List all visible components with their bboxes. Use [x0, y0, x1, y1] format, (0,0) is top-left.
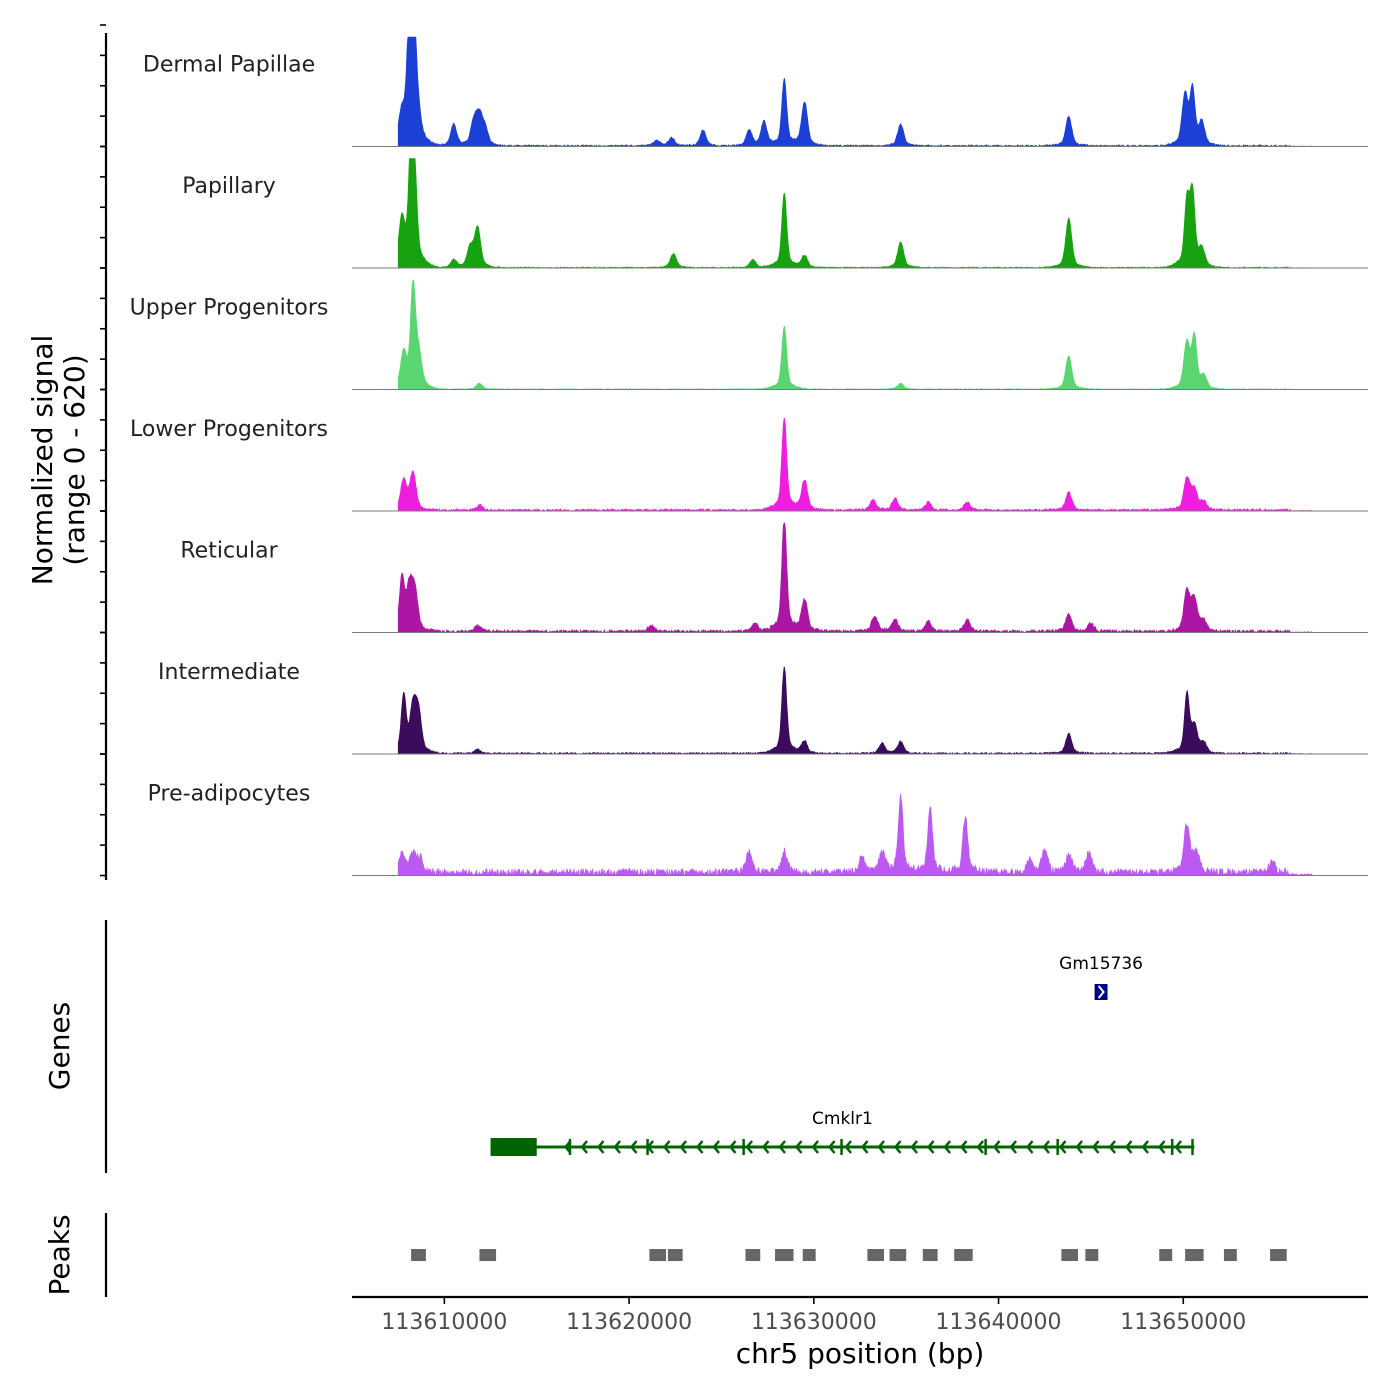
strand-arrow-icon — [1058, 1140, 1067, 1154]
gene-utr-block — [490, 1138, 537, 1156]
strand-arrow-icon — [629, 1140, 638, 1154]
strand-arrow-icon — [1075, 1140, 1084, 1154]
strand-arrow-icon — [695, 1140, 704, 1154]
peak-region — [1270, 1249, 1287, 1261]
strand-arrow-icon — [1124, 1140, 1133, 1154]
strand-arrow-icon — [976, 1140, 985, 1154]
strand-arrow-icon — [728, 1140, 737, 1154]
signal-area-lower-progenitors — [397, 417, 1314, 512]
strand-arrow-icon — [662, 1140, 671, 1154]
peak-region — [867, 1249, 885, 1261]
strand-arrow-icon — [893, 1140, 902, 1154]
strand-arrow-icon — [613, 1140, 622, 1154]
strand-arrow-icon — [1108, 1140, 1117, 1154]
strand-arrow-icon — [1009, 1140, 1018, 1154]
track-label: Upper Progenitors — [130, 296, 329, 321]
strand-arrow-icon — [844, 1140, 853, 1154]
peaks-panel — [104, 1213, 1287, 1297]
signal-area-upper-progenitors — [397, 279, 1313, 390]
strand-arrow-icon — [1174, 1140, 1183, 1154]
track-label: Intermediate — [158, 660, 300, 685]
strand-arrow-icon — [646, 1140, 655, 1154]
track-label: Papillary — [182, 174, 276, 199]
peak-region — [479, 1249, 497, 1261]
gene-block — [1094, 984, 1108, 1000]
track-label: Pre-adipocytes — [148, 782, 311, 807]
strand-arrow-icon — [794, 1140, 803, 1154]
y-axis-range: (range 0 - 620) — [58, 354, 91, 565]
strand-arrow-icon — [827, 1140, 836, 1154]
peak-region — [1085, 1249, 1099, 1261]
peak-region — [775, 1249, 794, 1261]
x-tick-label: 113620000 — [566, 1310, 692, 1335]
x-axis: 113610000 113620000 113630000 113640000 1136… — [352, 1295, 1368, 1335]
strand-arrow-icon — [943, 1140, 952, 1154]
peak-region — [954, 1249, 973, 1261]
peak-region — [889, 1249, 907, 1261]
strand-arrow-icon — [1025, 1140, 1034, 1154]
strand-arrow-icon — [1097, 985, 1105, 999]
x-tick-label: 113630000 — [751, 1310, 877, 1335]
signal-area-pre-adipocytes — [397, 793, 1314, 877]
strand-arrow-icon — [1091, 1140, 1100, 1154]
track-label: Reticular — [180, 539, 278, 564]
y-axis-title: Normalized signal — [26, 335, 59, 586]
signal-panel: Dermal Papillae Papillary Upper Progenitor… — [100, 24, 1368, 880]
track-label: Lower Progenitors — [130, 417, 328, 442]
signal-area-intermediate — [397, 666, 1313, 755]
strand-arrow-icon — [1157, 1140, 1166, 1154]
strand-arrow-icon — [1042, 1140, 1051, 1154]
strand-arrow-icon — [959, 1140, 968, 1154]
peak-region — [922, 1249, 938, 1261]
peak-region — [411, 1249, 426, 1261]
strand-arrow-icon — [778, 1140, 787, 1154]
signal-area-reticular — [397, 522, 1314, 634]
signal-area-dermal-papillae — [397, 36, 1314, 148]
strand-arrow-icon — [926, 1140, 935, 1154]
x-tick-label: 113650000 — [1120, 1310, 1246, 1335]
strand-arrow-icon — [992, 1140, 1001, 1154]
gene-label-gm15736: Gm15736 — [1059, 954, 1143, 974]
strand-arrow-icon — [1141, 1140, 1150, 1154]
gene-label-cmklr1: Cmklr1 — [812, 1109, 873, 1129]
x-tick-label: 113610000 — [381, 1310, 507, 1335]
strand-arrow-icon — [596, 1140, 605, 1154]
signal-area-papillary — [397, 158, 1314, 269]
strand-arrow-icon — [580, 1140, 589, 1154]
strand-arrow-icon — [877, 1140, 886, 1154]
genes-axis-title: Genes — [43, 1002, 76, 1090]
x-axis-title: chr5 position (bp) — [736, 1337, 985, 1370]
strand-arrow-icon — [761, 1140, 770, 1154]
strand-arrow-icon — [811, 1140, 820, 1154]
strand-arrow-icon — [712, 1140, 721, 1154]
peak-region — [1061, 1249, 1078, 1261]
peak-region — [1159, 1249, 1173, 1261]
strand-arrow-icon — [860, 1140, 869, 1154]
peak-region — [802, 1249, 816, 1261]
strand-arrow-icon — [745, 1140, 754, 1154]
strand-arrow-icon — [910, 1140, 919, 1154]
peak-region — [649, 1249, 667, 1261]
peak-region — [1185, 1249, 1204, 1261]
peak-region — [1223, 1249, 1237, 1261]
peaks-axis-title: Peaks — [43, 1214, 76, 1295]
x-tick-label: 113640000 — [936, 1310, 1062, 1335]
peak-region — [745, 1249, 761, 1261]
strand-arrow-icon — [563, 1140, 572, 1154]
track-label: Dermal Papillae — [143, 53, 315, 78]
genes-panel: Gm15736 Cmklr1 — [104, 920, 1195, 1173]
strand-arrow-icon — [679, 1140, 688, 1154]
peak-region — [667, 1249, 683, 1261]
